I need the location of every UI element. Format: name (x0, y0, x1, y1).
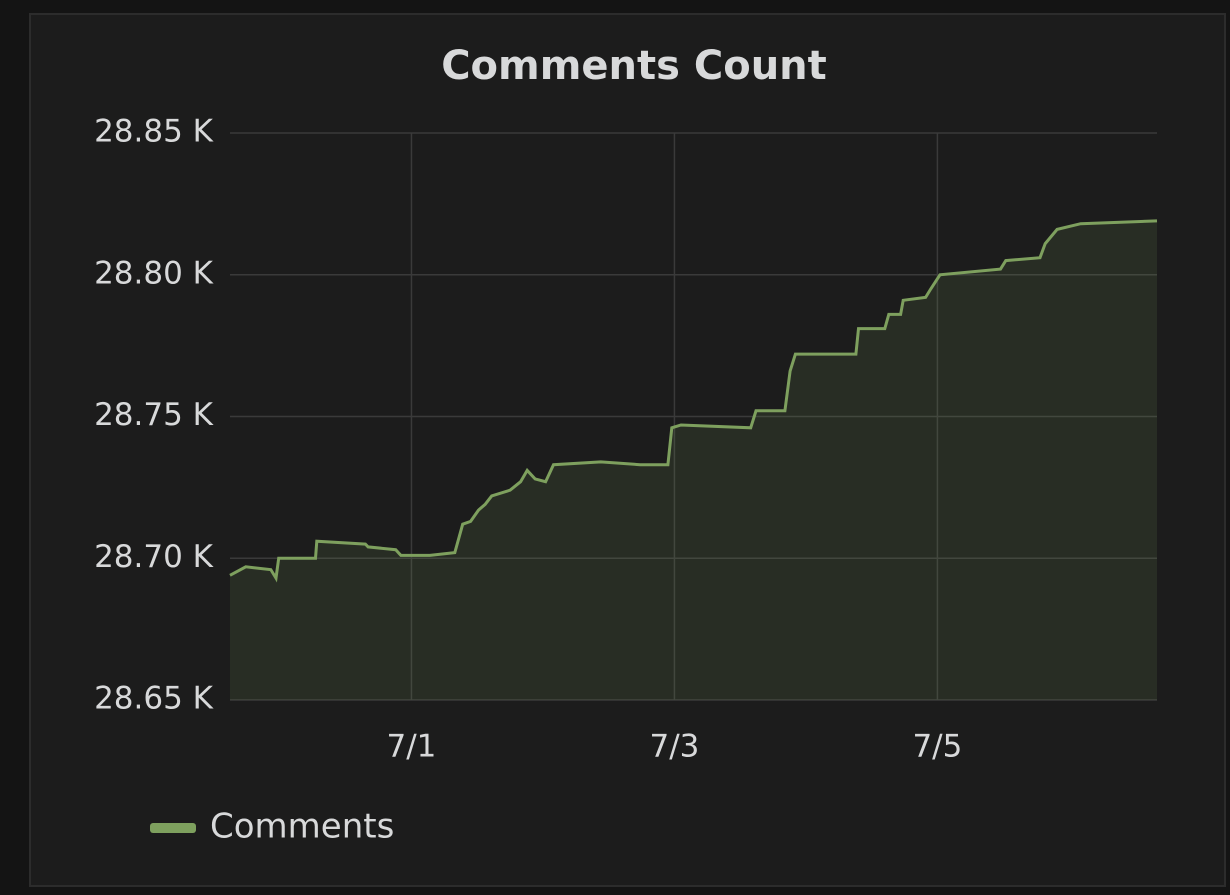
chart-title: Comments Count (441, 43, 827, 89)
panel (29, 13, 1226, 887)
legend-swatch (150, 823, 196, 833)
x-tick-label: 7/1 (387, 729, 437, 765)
y-tick-label: 28.70 K (94, 539, 214, 575)
y-tick-label: 28.80 K (94, 255, 214, 291)
legend-label: Comments (210, 807, 394, 847)
x-tick-label: 7/3 (649, 729, 699, 765)
y-tick-label: 28.85 K (94, 114, 214, 150)
y-tick-label: 28.75 K (94, 397, 214, 433)
line (229, 219, 1158, 583)
area-fill (230, 220, 1157, 700)
y-tick-label: 28.65 K (94, 681, 214, 717)
x-tick-label: 7/5 (912, 729, 962, 765)
